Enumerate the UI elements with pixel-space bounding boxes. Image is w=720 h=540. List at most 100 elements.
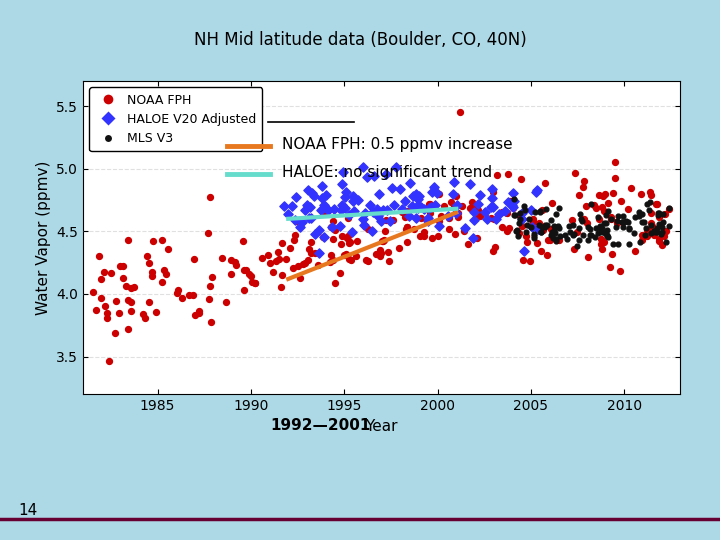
NOAA FPH <box>408 225 420 233</box>
NOAA FPH <box>595 234 607 243</box>
NOAA FPH <box>330 279 341 287</box>
NOAA FPH <box>305 238 316 247</box>
HALOE V20 Adjusted <box>526 222 538 231</box>
NOAA FPH <box>290 216 302 225</box>
NOAA FPH <box>95 294 107 302</box>
HALOE V20 Adjusted <box>410 190 422 199</box>
HALOE V20 Adjusted <box>320 191 332 199</box>
MLS V3 <box>652 228 663 237</box>
NOAA FPH <box>426 234 438 242</box>
MLS V3 <box>535 228 546 237</box>
NOAA FPH <box>462 240 474 248</box>
NOAA FPH <box>141 252 153 261</box>
HALOE V20 Adjusted <box>335 206 346 214</box>
MLS V3 <box>548 222 559 231</box>
NOAA FPH <box>382 247 394 256</box>
MLS V3 <box>508 211 520 220</box>
NOAA FPH <box>606 249 618 258</box>
NOAA FPH <box>374 252 385 260</box>
NOAA FPH <box>568 245 580 253</box>
NOAA FPH <box>504 197 516 206</box>
NOAA FPH <box>602 199 613 207</box>
HALOE V20 Adjusted <box>313 225 325 234</box>
NOAA FPH <box>249 278 261 287</box>
NOAA FPH <box>202 229 214 238</box>
NOAA FPH <box>343 255 355 264</box>
NOAA FPH <box>362 225 374 233</box>
NOAA FPH <box>87 288 99 296</box>
MLS V3 <box>584 231 595 239</box>
HALOE V20 Adjusted <box>302 186 314 194</box>
NOAA FPH <box>125 284 137 292</box>
NOAA FPH <box>343 239 354 248</box>
NOAA FPH <box>656 240 667 249</box>
MLS V3 <box>644 206 655 214</box>
NOAA FPH <box>220 298 232 307</box>
Y-axis label: Water Vapor (ppmv): Water Vapor (ppmv) <box>35 160 50 315</box>
MLS V3 <box>617 223 629 232</box>
NOAA FPH <box>616 197 627 206</box>
MLS V3 <box>589 232 600 241</box>
NOAA FPH <box>546 199 558 207</box>
NOAA FPH <box>122 325 134 334</box>
HALOE V20 Adjusted <box>322 205 333 214</box>
NOAA FPH <box>204 281 216 290</box>
MLS V3 <box>528 230 540 238</box>
NOAA FPH <box>643 229 654 238</box>
NOAA FPH <box>593 215 605 224</box>
MLS V3 <box>528 233 540 242</box>
NOAA FPH <box>396 208 408 217</box>
MLS V3 <box>621 217 632 226</box>
NOAA FPH <box>500 227 512 236</box>
NOAA FPH <box>137 310 148 319</box>
MLS V3 <box>594 223 606 232</box>
NOAA FPH <box>654 212 665 221</box>
NOAA FPH <box>402 207 413 215</box>
NOAA FPH <box>184 291 195 300</box>
MLS V3 <box>550 237 562 245</box>
HALOE V20 Adjusted <box>399 197 410 206</box>
MLS V3 <box>550 210 562 218</box>
HALOE V20 Adjusted <box>530 187 541 196</box>
NOAA FPH <box>540 178 552 187</box>
HALOE V20 Adjusted <box>487 203 498 212</box>
NOAA FPH <box>538 226 549 235</box>
NOAA FPH <box>160 269 171 278</box>
NOAA FPH <box>598 206 610 215</box>
NOAA FPH <box>114 261 125 270</box>
MLS V3 <box>628 229 639 238</box>
NOAA FPH <box>122 295 134 304</box>
NOAA FPH <box>433 232 444 240</box>
MLS V3 <box>567 231 578 239</box>
NOAA FPH <box>125 307 136 315</box>
NOAA FPH <box>573 190 585 199</box>
MLS V3 <box>541 221 553 230</box>
MLS V3 <box>541 205 552 213</box>
HALOE V20 Adjusted <box>403 211 415 220</box>
NOAA FPH <box>464 204 475 213</box>
NOAA FPH <box>327 256 338 265</box>
NOAA FPH <box>193 307 204 315</box>
NOAA FPH <box>336 240 347 249</box>
Text: NOAA FPH: 0.5 ppmv increase: NOAA FPH: 0.5 ppmv increase <box>282 137 513 152</box>
MLS V3 <box>539 220 551 229</box>
HALOE V20 Adjusted <box>338 168 349 177</box>
HALOE V20 Adjusted <box>348 206 360 215</box>
MLS V3 <box>582 223 593 232</box>
NOAA FPH <box>454 108 466 117</box>
NOAA FPH <box>117 274 128 282</box>
HALOE V20 Adjusted <box>503 198 514 207</box>
NOAA FPH <box>271 256 282 265</box>
NOAA FPH <box>521 238 533 246</box>
NOAA FPH <box>415 213 427 222</box>
HALOE V20 Adjusted <box>326 223 338 232</box>
MLS V3 <box>598 219 610 227</box>
MLS V3 <box>596 228 608 237</box>
NOAA FPH <box>513 211 525 219</box>
MLS V3 <box>652 209 664 218</box>
NOAA FPH <box>342 231 354 240</box>
MLS V3 <box>595 222 606 231</box>
X-axis label: Year: Year <box>365 418 398 434</box>
NOAA FPH <box>341 249 352 258</box>
HALOE V20 Adjusted <box>487 193 498 202</box>
